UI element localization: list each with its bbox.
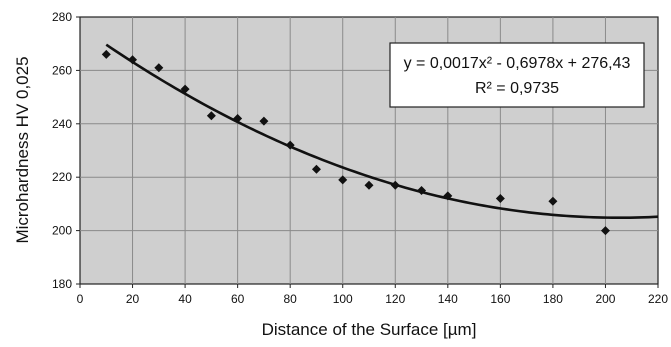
x-tick-label: 40 (178, 292, 192, 306)
data-point (443, 191, 453, 201)
y-tick-label: 240 (52, 117, 72, 131)
data-point (101, 49, 111, 59)
x-tick-label: 120 (385, 292, 405, 306)
y-tick-label: 200 (52, 224, 72, 238)
x-axis-title: Distance of the Surface [µm] (262, 320, 477, 339)
x-tick-label: 160 (490, 292, 510, 306)
data-point (548, 196, 558, 206)
equation-box: y = 0,0017x² - 0,6978x + 276,43 R² = 0,9… (389, 42, 645, 108)
x-tick-label: 200 (595, 292, 615, 306)
x-axis-ticks: 0 20 40 60 80 100 120 140 160 180 200 220 (77, 284, 668, 306)
trendline (105, 43, 659, 220)
data-point (311, 164, 321, 174)
data-point (417, 186, 427, 196)
x-tick-label: 180 (543, 292, 563, 306)
data-point (180, 84, 190, 94)
x-tick-label: 20 (126, 292, 140, 306)
r-squared-label: R² = 0,9735 (475, 80, 559, 97)
y-tick-label: 260 (52, 63, 72, 77)
x-tick-label: 100 (333, 292, 353, 306)
y-tick-label: 220 (52, 170, 72, 184)
data-point (390, 180, 400, 190)
x-tick-label: 80 (284, 292, 298, 306)
equation-box-frame (389, 42, 645, 108)
data-points (101, 49, 610, 236)
data-point (600, 226, 610, 236)
data-point (128, 55, 138, 65)
data-point (259, 116, 269, 126)
data-point (206, 111, 216, 121)
data-point (495, 194, 505, 204)
x-tick-label: 60 (231, 292, 245, 306)
data-point (154, 63, 164, 73)
y-axis-ticks: 180 200 220 240 260 280 (52, 10, 80, 291)
x-tick-label: 0 (77, 292, 84, 306)
y-tick-label: 280 (52, 10, 72, 24)
x-tick-label: 140 (438, 292, 458, 306)
data-point (233, 113, 243, 123)
x-tick-label: 220 (648, 292, 668, 306)
trendline-equation: y = 0,0017x² - 0,6978x + 276,43 (404, 55, 631, 72)
data-point (338, 175, 348, 185)
y-axis-title: Microhardness HV 0,025 (13, 56, 32, 243)
data-point (285, 140, 295, 150)
data-point (364, 180, 374, 190)
y-tick-label: 180 (52, 277, 72, 291)
